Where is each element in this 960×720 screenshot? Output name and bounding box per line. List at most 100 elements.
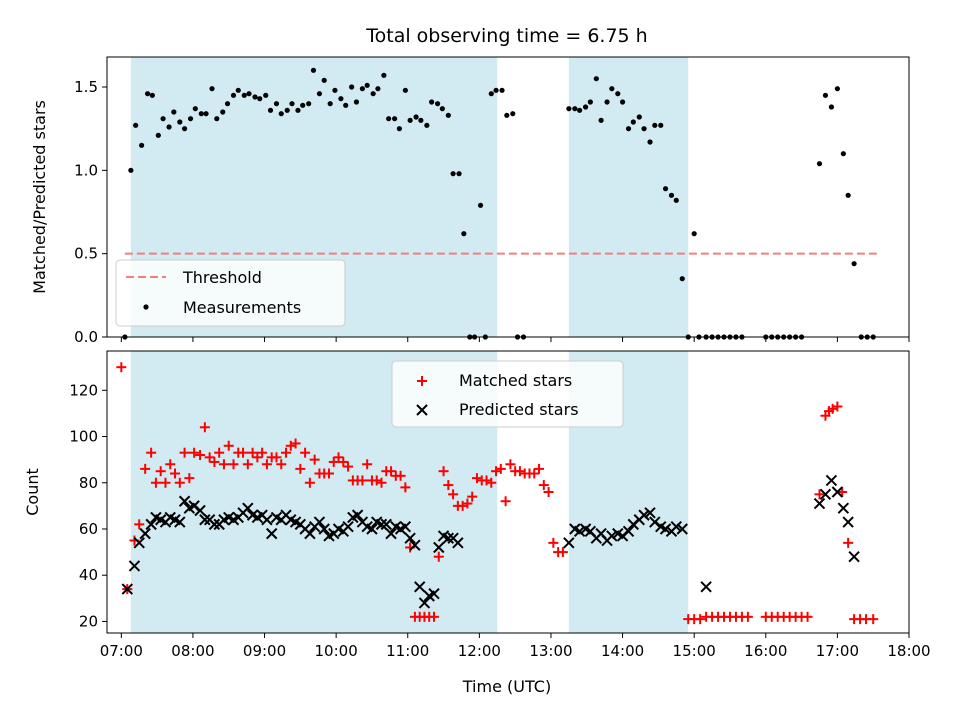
x-b [145,518,157,531]
data-point [802,611,813,622]
x-b [649,516,661,528]
data-point [146,447,157,458]
data-point [209,86,215,92]
data-point [223,440,234,451]
data-point [557,547,568,558]
data-point [306,101,312,107]
data-point [281,447,292,458]
data-point [491,466,502,477]
data-point [548,537,559,548]
data-point [204,452,215,463]
data-point [381,72,387,78]
data-point [263,92,269,98]
data-point [371,475,382,486]
data-point [606,530,618,542]
x-b [361,520,373,533]
data-point [295,463,306,474]
x-tick-label: 16:00 [744,642,787,660]
x-b [413,581,426,593]
data-point [658,122,664,128]
data-point [399,520,412,533]
data-point [338,96,344,102]
data-point [304,527,316,540]
data-point [362,459,373,470]
data-point [128,560,141,572]
data-point [500,496,511,507]
legend-box [115,259,346,327]
data-point [816,161,823,167]
data-point [241,92,247,98]
x-tick-label: 09:00 [243,642,286,660]
data-point [144,91,151,97]
legend-matched-label: Matched stars [459,371,572,390]
data-point [375,518,388,531]
x-b [242,502,254,514]
x-b [670,520,682,533]
data-point [323,468,334,479]
data-point [652,122,658,128]
data-point [174,477,185,488]
data-point [316,91,323,97]
data-point [563,537,575,549]
data-point [214,447,225,458]
data-point [357,475,368,486]
x-tick-label: 18:00 [887,642,930,660]
x-b [638,509,650,521]
x-b [385,527,397,540]
data-point [261,459,272,470]
data-point [679,276,685,282]
data-point [257,447,268,458]
data-point [477,202,484,208]
data-point [375,86,381,92]
x-b [188,500,200,512]
data-point [495,463,506,474]
data-point [534,463,545,474]
data-point [242,502,254,514]
x-axis-label: Time (UTC) [462,677,551,696]
data-point [343,461,354,472]
x-b [371,516,383,528]
data-point [404,532,416,544]
data-point [139,142,145,148]
x-tick-label: 12:00 [458,642,501,660]
data-point [407,117,413,123]
data-point [659,523,672,535]
data-point [134,519,145,530]
data-point [434,101,441,107]
x-b [848,551,860,563]
data-point [438,466,449,477]
data-point [439,106,445,112]
data-point [691,231,697,237]
data-point [577,107,583,113]
data-point [615,91,621,97]
data-point [278,111,284,117]
data-point [295,107,301,113]
y-tick-label: 120 [69,381,98,399]
data-point [300,102,306,108]
y-tick-label: 60 [79,520,98,538]
data-point [587,99,593,105]
data-point [199,514,211,526]
series-predicted-stars [121,474,860,609]
data-point [327,101,333,107]
data-point [155,132,161,138]
data-point [462,498,473,509]
data-point [461,231,467,237]
x-tick-label: 14:00 [601,642,644,660]
data-point [450,171,456,177]
x-b [375,518,388,531]
data-point [409,539,421,551]
x-tick-label: 08:00 [171,642,214,660]
y-tick-label: 80 [79,474,98,492]
series-measurements [122,67,876,340]
data-point [349,84,355,90]
x-b [246,509,259,521]
x-b [428,587,440,600]
data-point [673,197,679,203]
x-b [595,527,607,540]
data-point [429,99,435,105]
data-point [150,477,161,488]
x-b [409,539,421,551]
y-tick-label: 0.5 [74,245,98,263]
y-axis-label: Matched/Predicted stars [30,100,49,294]
